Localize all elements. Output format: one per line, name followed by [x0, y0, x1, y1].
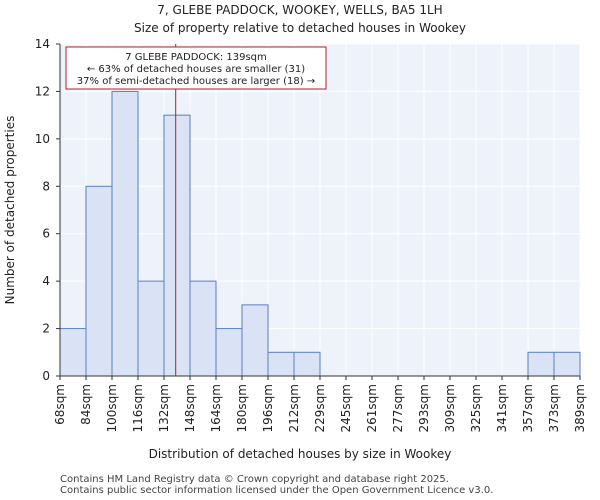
annotation-box: 7 GLEBE PADDOCK: 139sqm ← 63% of detache…	[65, 46, 327, 90]
annotation-line2: ← 63% of detached houses are smaller (31…	[87, 64, 305, 75]
x-tick-label-373sqm: 373sqm	[547, 384, 561, 432]
footer-line1: Contains HM Land Registry data © Crown c…	[60, 474, 449, 485]
x-tick-label-261sqm: 261sqm	[365, 384, 379, 432]
bar-132sqm	[163, 114, 191, 377]
x-tick-label-357sqm: 357sqm	[521, 384, 535, 432]
x-tick-label-245sqm: 245sqm	[339, 384, 353, 432]
annotation-line1: 7 GLEBE PADDOCK: 139sqm	[125, 52, 267, 63]
y-tick-label-0: 0	[42, 369, 50, 383]
x-tick-label-277sqm: 277sqm	[391, 384, 405, 432]
x-tick-label-116sqm: 116sqm	[131, 384, 145, 432]
x-tick-label-196sqm: 196sqm	[261, 384, 275, 432]
x-tick-label-341sqm: 341sqm	[495, 384, 509, 432]
bar-68sqm	[59, 328, 87, 377]
x-axis: 68sqm 84sqm 100sqm 116sqm 132sqm 148sqm 164sqm…	[53, 375, 587, 432]
bar-357sqm	[527, 351, 555, 377]
bar-84sqm	[85, 185, 113, 377]
x-tick-label-325sqm: 325sqm	[469, 384, 483, 432]
x-tick-label-132sqm: 132sqm	[157, 384, 171, 432]
bar-196sqm	[267, 351, 295, 377]
y-tick-label-12: 12	[35, 84, 50, 98]
x-tick-label-68sqm: 68sqm	[53, 384, 67, 425]
annotation-border	[65, 46, 327, 90]
annotation-line3: 37% of semi-detached houses are larger (…	[77, 76, 315, 87]
bar-164sqm	[215, 328, 243, 377]
x-tick-label-100sqm: 100sqm	[105, 384, 119, 432]
chart-title-line1: 7, GLEBE PADDOCK, WOOKEY, WELLS, BA5 1LH	[157, 3, 442, 17]
bars-group	[59, 90, 581, 377]
y-axis-label: Number of detached properties	[3, 116, 17, 305]
x-tick-label-180sqm: 180sqm	[235, 384, 249, 432]
x-tick-label-309sqm: 309sqm	[443, 384, 457, 432]
bar-373sqm	[553, 351, 581, 377]
y-tick-label-4: 4	[42, 274, 50, 288]
y-tick-label-6: 6	[42, 227, 50, 241]
y-tick-label-2: 2	[42, 322, 50, 336]
bar-212sqm	[293, 351, 321, 377]
bar-148sqm	[189, 280, 217, 377]
chart-title-line2: Size of property relative to detached ho…	[134, 21, 466, 35]
bar-180sqm	[241, 304, 269, 377]
bar-100sqm	[111, 90, 139, 377]
x-tick-label-389sqm: 389sqm	[573, 384, 587, 432]
x-tick-label-212sqm: 212sqm	[287, 384, 301, 432]
x-tick-label-164sqm: 164sqm	[209, 384, 223, 432]
x-tick-label-84sqm: 84sqm	[79, 384, 93, 425]
x-tick-label-293sqm: 293sqm	[417, 384, 431, 432]
x-tick-label-148sqm: 148sqm	[183, 384, 197, 432]
footer-line2: Contains public sector information licen…	[60, 485, 494, 496]
x-axis-label: Distribution of detached houses by size …	[149, 447, 452, 461]
y-tick-label-8: 8	[42, 179, 50, 193]
x-tick-label-229sqm: 229sqm	[313, 384, 327, 432]
y-axis: 0 2 4 6 8 10 12 14	[35, 37, 61, 383]
y-tick-label-14: 14	[35, 37, 50, 51]
bar-116sqm	[137, 280, 165, 377]
y-tick-label-10: 10	[35, 132, 50, 146]
